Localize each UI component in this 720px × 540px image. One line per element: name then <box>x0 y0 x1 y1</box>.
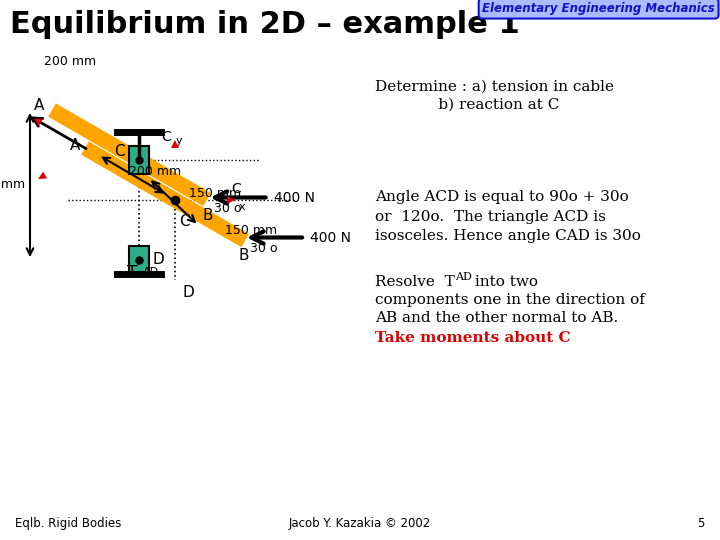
Text: C: C <box>114 145 125 159</box>
Text: components one in the direction of: components one in the direction of <box>375 293 645 307</box>
Text: Eqlb. Rigid Bodies: Eqlb. Rigid Bodies <box>15 517 122 530</box>
Text: 200 mm: 200 mm <box>129 165 181 178</box>
Text: b) reaction at C: b) reaction at C <box>375 98 559 112</box>
Text: B: B <box>202 207 213 222</box>
Text: into two: into two <box>470 275 538 289</box>
Text: D: D <box>153 253 164 267</box>
Text: 150 mm: 150 mm <box>225 224 278 237</box>
FancyArrow shape <box>171 140 179 200</box>
Text: 30 o: 30 o <box>250 242 277 255</box>
Text: Equilibrium in 2D – example 1: Equilibrium in 2D – example 1 <box>10 10 520 39</box>
Text: A: A <box>70 138 81 153</box>
Text: Elementary Engineering Mechanics: Elementary Engineering Mechanics <box>482 2 715 15</box>
Bar <box>129 246 148 274</box>
Text: AD: AD <box>455 272 472 282</box>
Text: Angle ACD is equal to 90o + 30o
or  120o.  The triangle ACD is
isosceles. Hence : Angle ACD is equal to 90o + 30o or 120o.… <box>375 190 641 243</box>
Text: AD: AD <box>143 267 159 277</box>
Text: 30 o: 30 o <box>214 202 241 215</box>
FancyArrow shape <box>175 196 235 204</box>
Text: 400 N: 400 N <box>310 231 351 245</box>
Text: 150 mm: 150 mm <box>189 187 241 200</box>
FancyArrow shape <box>38 150 89 179</box>
FancyArrow shape <box>137 200 175 266</box>
Text: 200 mm: 200 mm <box>44 55 96 68</box>
FancyArrow shape <box>34 118 89 150</box>
Text: 400 N: 400 N <box>274 191 315 205</box>
Text: B: B <box>239 247 249 262</box>
Text: C: C <box>179 214 189 229</box>
Bar <box>129 146 148 174</box>
Text: A: A <box>34 98 44 112</box>
Text: y: y <box>176 136 183 146</box>
Text: Jacob Y. Kazakia © 2002: Jacob Y. Kazakia © 2002 <box>289 517 431 530</box>
Text: C: C <box>231 182 240 196</box>
Text: D: D <box>183 285 194 300</box>
Text: AB and the other normal to AB.: AB and the other normal to AB. <box>375 311 618 325</box>
Text: C: C <box>161 130 171 144</box>
Text: 200 mm: 200 mm <box>0 179 25 192</box>
Text: Resolve  T: Resolve T <box>375 275 455 289</box>
Text: x: x <box>239 202 246 212</box>
Text: T: T <box>127 264 137 282</box>
Text: Determine : a) tension in cable: Determine : a) tension in cable <box>375 80 614 94</box>
Text: 5: 5 <box>698 517 705 530</box>
Text: Take moments about C: Take moments about C <box>375 331 571 345</box>
